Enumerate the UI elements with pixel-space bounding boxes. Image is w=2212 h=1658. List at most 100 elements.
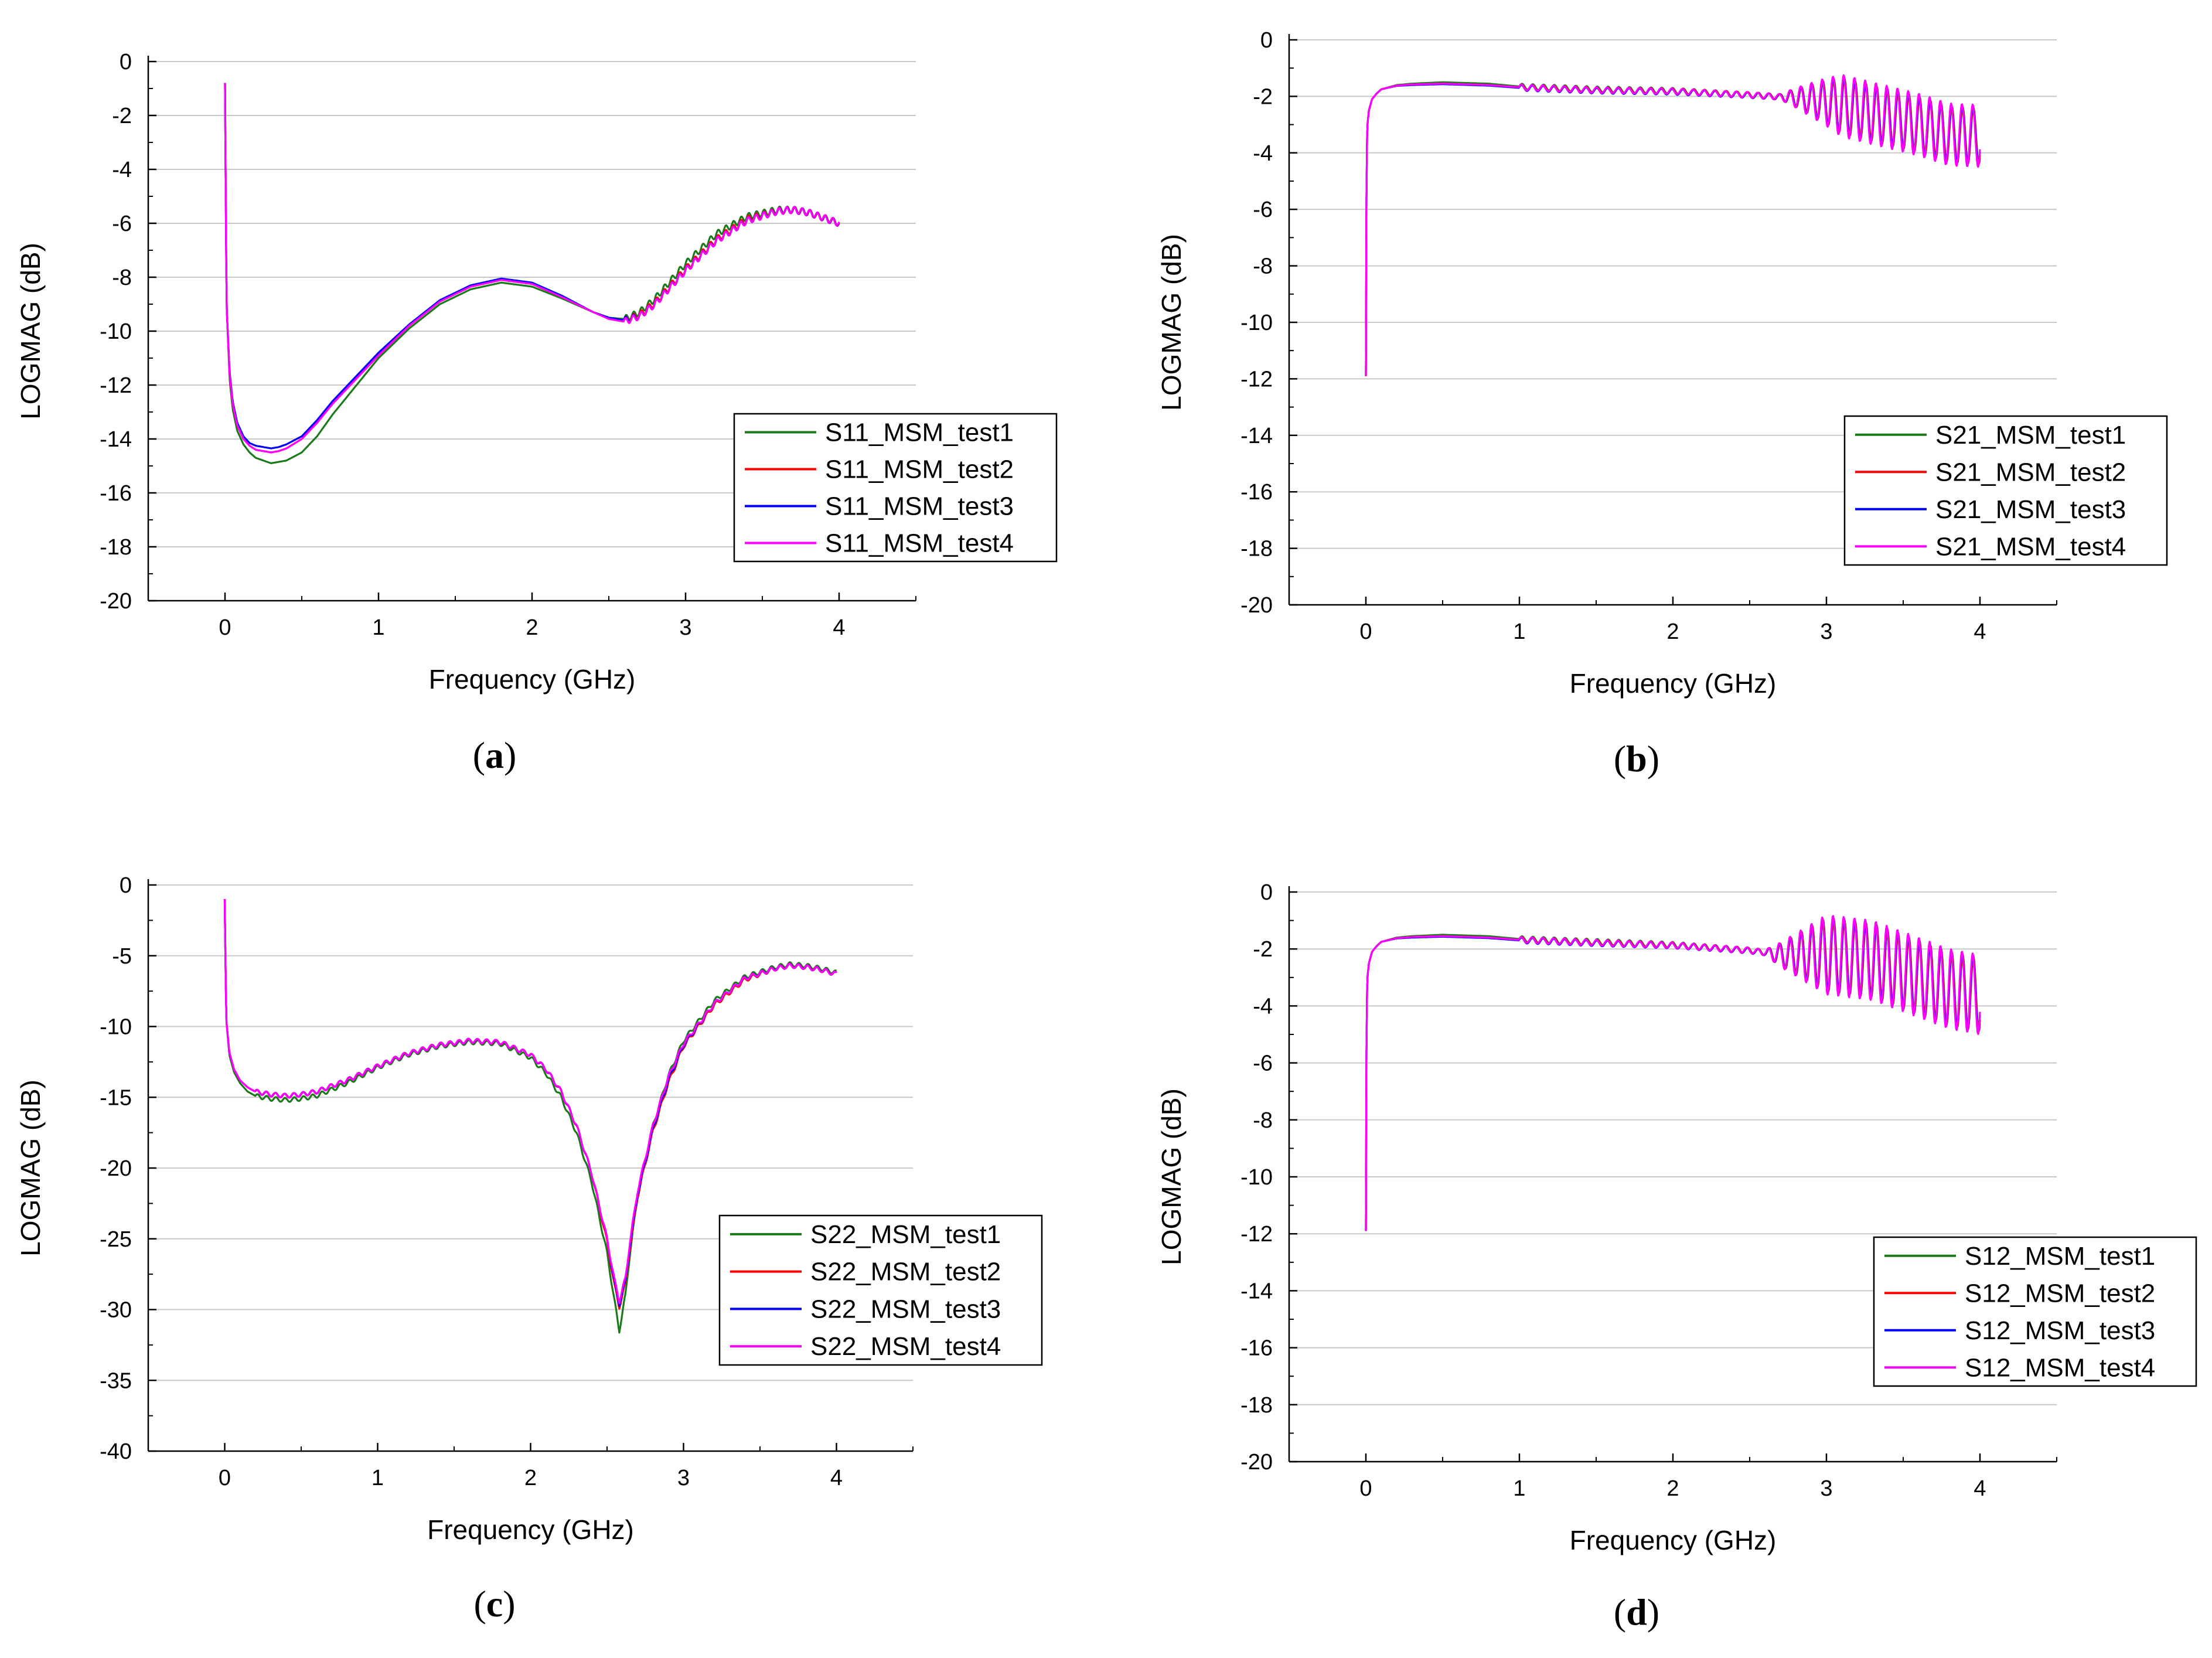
legend-box <box>1843 415 2168 566</box>
y-tick-label: -20 <box>1240 1450 1273 1475</box>
panel-label: (b) <box>1614 738 1659 779</box>
panel-label-close: ) <box>1647 1591 1659 1633</box>
y-tick-label: -12 <box>100 373 132 398</box>
legend-label: S11_MSM_test4 <box>825 529 1014 558</box>
legend-label: S11_MSM_test2 <box>825 455 1014 484</box>
panel-label-letter: a <box>485 734 504 776</box>
y-tick-label: 0 <box>1260 880 1273 905</box>
y-tick-label: -16 <box>100 481 132 506</box>
y-tick-label: -10 <box>1240 1165 1273 1190</box>
panel-label: (c) <box>473 1583 515 1625</box>
x-tick-label: 1 <box>1513 1476 1525 1501</box>
y-tick-label: -5 <box>112 944 132 969</box>
y-tick-label: -20 <box>100 589 132 614</box>
y-tick-label: -6 <box>112 212 132 236</box>
y-tick-label: -8 <box>1253 1108 1273 1133</box>
y-axis-title: LOGMAG (dB) <box>15 243 46 420</box>
legend-label: S12_MSM_test4 <box>1965 1353 2155 1382</box>
panel-label-letter: d <box>1626 1591 1647 1633</box>
series-line-S21_MSM_test4 <box>1365 74 1981 376</box>
x-tick-label: 1 <box>372 615 384 640</box>
chart-panel-c: 0 -5 -10 -15 -20 -25 -30 -35 -40 0 1 2 3 4 Frequency (… <box>15 873 1043 1625</box>
y-tick-label: -25 <box>100 1227 132 1252</box>
legend-label: S21_MSM_test2 <box>1935 458 2126 486</box>
panel-label-open: ( <box>473 1583 486 1625</box>
series-line-S11_MSM_test1 <box>224 83 840 464</box>
y-tick-label: -10 <box>1240 311 1273 335</box>
x-axis-title: Frequency (GHz) <box>427 1514 634 1545</box>
y-tick-label: -2 <box>1253 937 1273 962</box>
panel-label-open: ( <box>1614 738 1626 779</box>
y-tick-label: -20 <box>1240 593 1273 618</box>
legend-label: S11_MSM_test1 <box>825 418 1014 447</box>
legend: S12_MSM_test1 S12_MSM_test2 S12_MSM_test3 S… <box>1873 1236 2197 1387</box>
x-tick-label: 2 <box>524 1466 537 1490</box>
panel-label-letter: b <box>1626 738 1647 779</box>
y-tick-label: -16 <box>1240 480 1273 505</box>
x-axis-title: Frequency (GHz) <box>1570 668 1777 699</box>
y-tick-label: -4 <box>1253 141 1273 166</box>
series-line-S12_MSM_test4 <box>1365 915 1981 1231</box>
legend-label: S21_MSM_test1 <box>1935 421 2126 450</box>
y-tick-label: -14 <box>100 427 132 452</box>
y-tick-label: 0 <box>120 873 132 898</box>
legend-label: S22_MSM_test4 <box>810 1332 1001 1361</box>
y-tick-label: -14 <box>1240 1279 1273 1303</box>
chart-panel-a: 0 -2 -4 -6 -8 -10 -12 -14 -16 -18 -20 0 1 2 3 4 Frequenc… <box>15 50 1058 776</box>
x-tick-label: 4 <box>1974 1476 1986 1501</box>
y-tick-label: -15 <box>100 1085 132 1110</box>
y-tick-label: -18 <box>1240 1393 1273 1418</box>
y-tick-label: -8 <box>1253 254 1273 279</box>
x-tick-label: 0 <box>1359 619 1372 644</box>
series-line-S22_MSM_test4 <box>223 899 837 1305</box>
legend-label: S21_MSM_test4 <box>1935 532 2126 561</box>
legend-label: S22_MSM_test2 <box>810 1258 1001 1286</box>
y-tick-label: -18 <box>1240 537 1273 561</box>
x-tick-label: 1 <box>371 1466 384 1490</box>
chart-panel-b: 0 -2 -4 -6 -8 -10 -12 -14 -16 -18 -20 0 1 2 3 4 Frequenc… <box>1156 28 2168 779</box>
legend: S22_MSM_test1 S22_MSM_test2 S22_MSM_test3 S… <box>718 1214 1043 1366</box>
legend-label: S22_MSM_test3 <box>810 1295 1001 1323</box>
y-tick-label: -35 <box>100 1368 132 1393</box>
legend-label: S11_MSM_test3 <box>825 492 1014 521</box>
x-tick-label: 2 <box>1666 619 1679 644</box>
chart-panel-d: 0 -2 -4 -6 -8 -10 -12 -14 -16 -18 -20 0 1 2 3 4 Frequenc… <box>1156 880 2197 1633</box>
y-tick-label: -14 <box>1240 424 1273 448</box>
y-tick-label: -2 <box>112 104 132 128</box>
panel-label-close: ) <box>504 734 516 776</box>
panel-label-close: ) <box>1647 738 1659 779</box>
legend-label: S12_MSM_test1 <box>1965 1242 2155 1271</box>
x-tick-label: 3 <box>1820 1476 1832 1501</box>
y-tick-label: -2 <box>1253 84 1273 109</box>
y-tick-label: -10 <box>100 319 132 344</box>
y-tick-label: -18 <box>100 535 132 560</box>
x-tick-label: 4 <box>830 1466 843 1490</box>
legend-box <box>718 1214 1043 1366</box>
panel-label-open: ( <box>473 734 485 776</box>
y-tick-label: 0 <box>1260 28 1273 53</box>
x-axis-title: Frequency (GHz) <box>1570 1525 1777 1555</box>
y-axis-title: LOGMAG (dB) <box>1156 1088 1187 1265</box>
x-tick-label: 4 <box>833 615 845 640</box>
y-tick-label: -40 <box>100 1439 132 1464</box>
series-line-S22_MSM_test1 <box>223 899 837 1334</box>
x-tick-label: 0 <box>1359 1476 1372 1501</box>
legend-box <box>1873 1236 2197 1387</box>
legend-box <box>733 413 1058 563</box>
y-axis-title: LOGMAG (dB) <box>15 1080 46 1257</box>
x-tick-label: 2 <box>526 615 538 640</box>
x-tick-label: 1 <box>1513 619 1525 644</box>
panel-label-letter: c <box>486 1583 503 1625</box>
series-line-S11_MSM_test4 <box>224 83 840 454</box>
x-tick-label: 0 <box>219 615 231 640</box>
x-tick-label: 2 <box>1666 1476 1679 1501</box>
y-tick-label: -10 <box>100 1015 132 1040</box>
x-tick-label: 4 <box>1974 619 1986 644</box>
panel-label: (a) <box>473 734 517 776</box>
y-tick-label: -8 <box>112 265 132 290</box>
legend: S11_MSM_test1 S11_MSM_test2 S11_MSM_test3 S… <box>733 413 1058 563</box>
legend-label: S21_MSM_test3 <box>1935 495 2126 524</box>
legend-label: S12_MSM_test3 <box>1965 1316 2155 1345</box>
